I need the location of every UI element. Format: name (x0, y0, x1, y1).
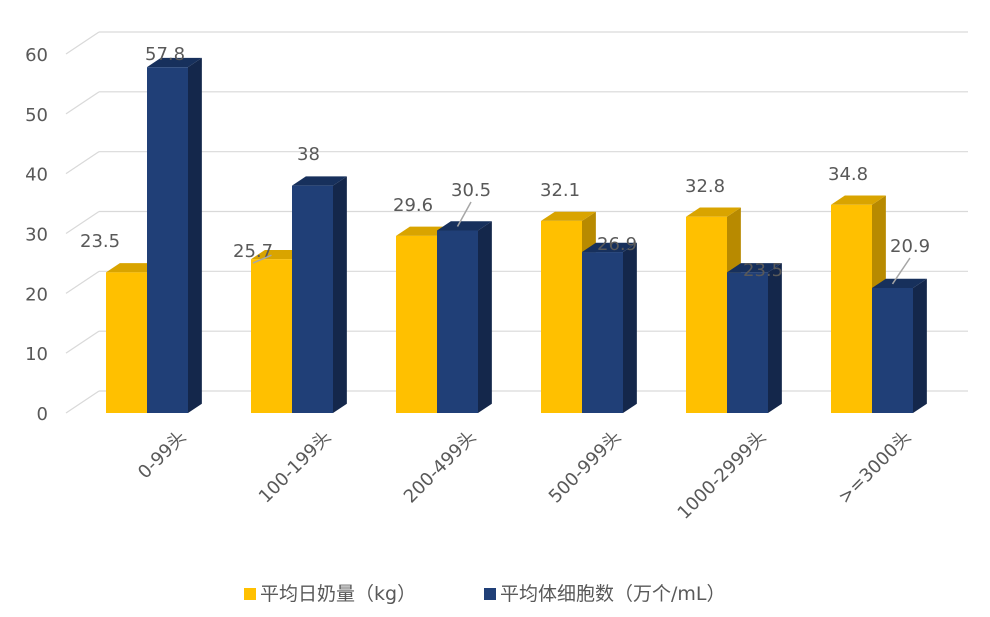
bar-front (106, 272, 147, 413)
bar-top (727, 263, 782, 273)
bar-scc-1 (147, 57, 202, 413)
y-tick-label: 50 (25, 105, 48, 126)
bars (106, 57, 927, 413)
x-category-label: 0-99头 (134, 427, 190, 483)
bar-front (582, 252, 623, 413)
x-category-label: 200-499头 (400, 427, 481, 508)
legend-item-2: 平均体细胞数（万个/mL） (484, 583, 726, 605)
bar-top (686, 207, 741, 217)
bar-scc-2 (292, 176, 347, 413)
bar-side (188, 57, 202, 413)
data-label: 26.9 (597, 234, 637, 255)
leader-line (456, 201, 472, 227)
bar-side (913, 278, 927, 413)
bar-front (396, 235, 437, 413)
gridline-depth (65, 330, 100, 354)
data-label: 34.8 (828, 164, 868, 185)
bar-front (831, 204, 872, 413)
x-axis-categories: 0-99头 100-199头 200-499头 500-999头 1000-2999头 >… (134, 427, 915, 524)
bar-top (872, 278, 927, 288)
gridline-depth (65, 91, 100, 115)
gridline-depth (65, 211, 100, 234)
gridline-depth (65, 31, 100, 55)
bar-side (768, 263, 782, 413)
data-label: 23.5 (743, 260, 783, 281)
gridline-depth (65, 270, 100, 294)
y-tick-label: 30 (25, 225, 48, 246)
bar-scc-4 (582, 242, 637, 413)
bar-front (147, 67, 188, 413)
bar-front (251, 259, 292, 413)
legend-label: 平均体细胞数（万个/mL） (500, 583, 726, 605)
y-tick-label: 60 (25, 45, 48, 66)
y-tick-label: 10 (25, 344, 48, 365)
legend: 平均日奶量（kg） 平均体细胞数（万个/mL） (244, 583, 726, 605)
bar-top (147, 57, 202, 68)
data-label: 32.8 (685, 176, 725, 197)
x-category-label: 100-199头 (255, 427, 336, 508)
bar-scc-5 (727, 263, 782, 413)
data-label: 32.1 (540, 180, 580, 201)
bar-front (686, 216, 727, 413)
bar-top (831, 195, 886, 205)
y-tick-label: 0 (37, 404, 48, 425)
gridline-depth (65, 151, 100, 175)
data-label: 30.5 (451, 180, 491, 201)
bar-side (623, 242, 637, 413)
gridlines (65, 31, 968, 414)
bar-front (872, 287, 913, 413)
data-label: 57.8 (145, 44, 185, 65)
leader-line (252, 254, 272, 264)
gridline-depth (65, 390, 100, 414)
data-labels: 23.5 57.8 25.7 38 29.6 30.5 32.1 26.9 32.8 23.5 34… (80, 44, 930, 285)
bar-front (727, 272, 768, 413)
data-label: 38 (297, 144, 320, 165)
bar-side (333, 176, 347, 413)
bar-top (541, 211, 596, 221)
bar-scc-6 (872, 278, 927, 413)
legend-swatch (484, 588, 496, 600)
y-tick-label: 20 (25, 284, 48, 305)
bar-front (541, 220, 582, 413)
data-label: 20.9 (890, 236, 930, 257)
data-label: 25.7 (233, 241, 273, 262)
bar-top (582, 242, 637, 253)
bar-scc-3 (437, 221, 492, 413)
bar-side (478, 221, 492, 413)
bar-top (437, 221, 492, 231)
x-category-label: 1000-2999头 (674, 427, 771, 524)
bar-front (437, 230, 478, 413)
y-axis-ticks: 0 10 20 30 40 50 60 (25, 45, 48, 425)
leader-line (891, 257, 911, 285)
legend-label: 平均日奶量（kg） (260, 583, 416, 605)
bar-top (292, 176, 347, 186)
x-category-label: 500-999头 (545, 427, 626, 508)
legend-swatch (244, 588, 256, 600)
y-tick-label: 40 (25, 165, 48, 186)
data-label: 23.5 (80, 231, 120, 252)
x-category-label: >=3000头 (834, 427, 915, 508)
legend-item-1: 平均日奶量（kg） (244, 583, 416, 605)
data-label: 29.6 (393, 195, 433, 216)
bar-front (292, 185, 333, 413)
